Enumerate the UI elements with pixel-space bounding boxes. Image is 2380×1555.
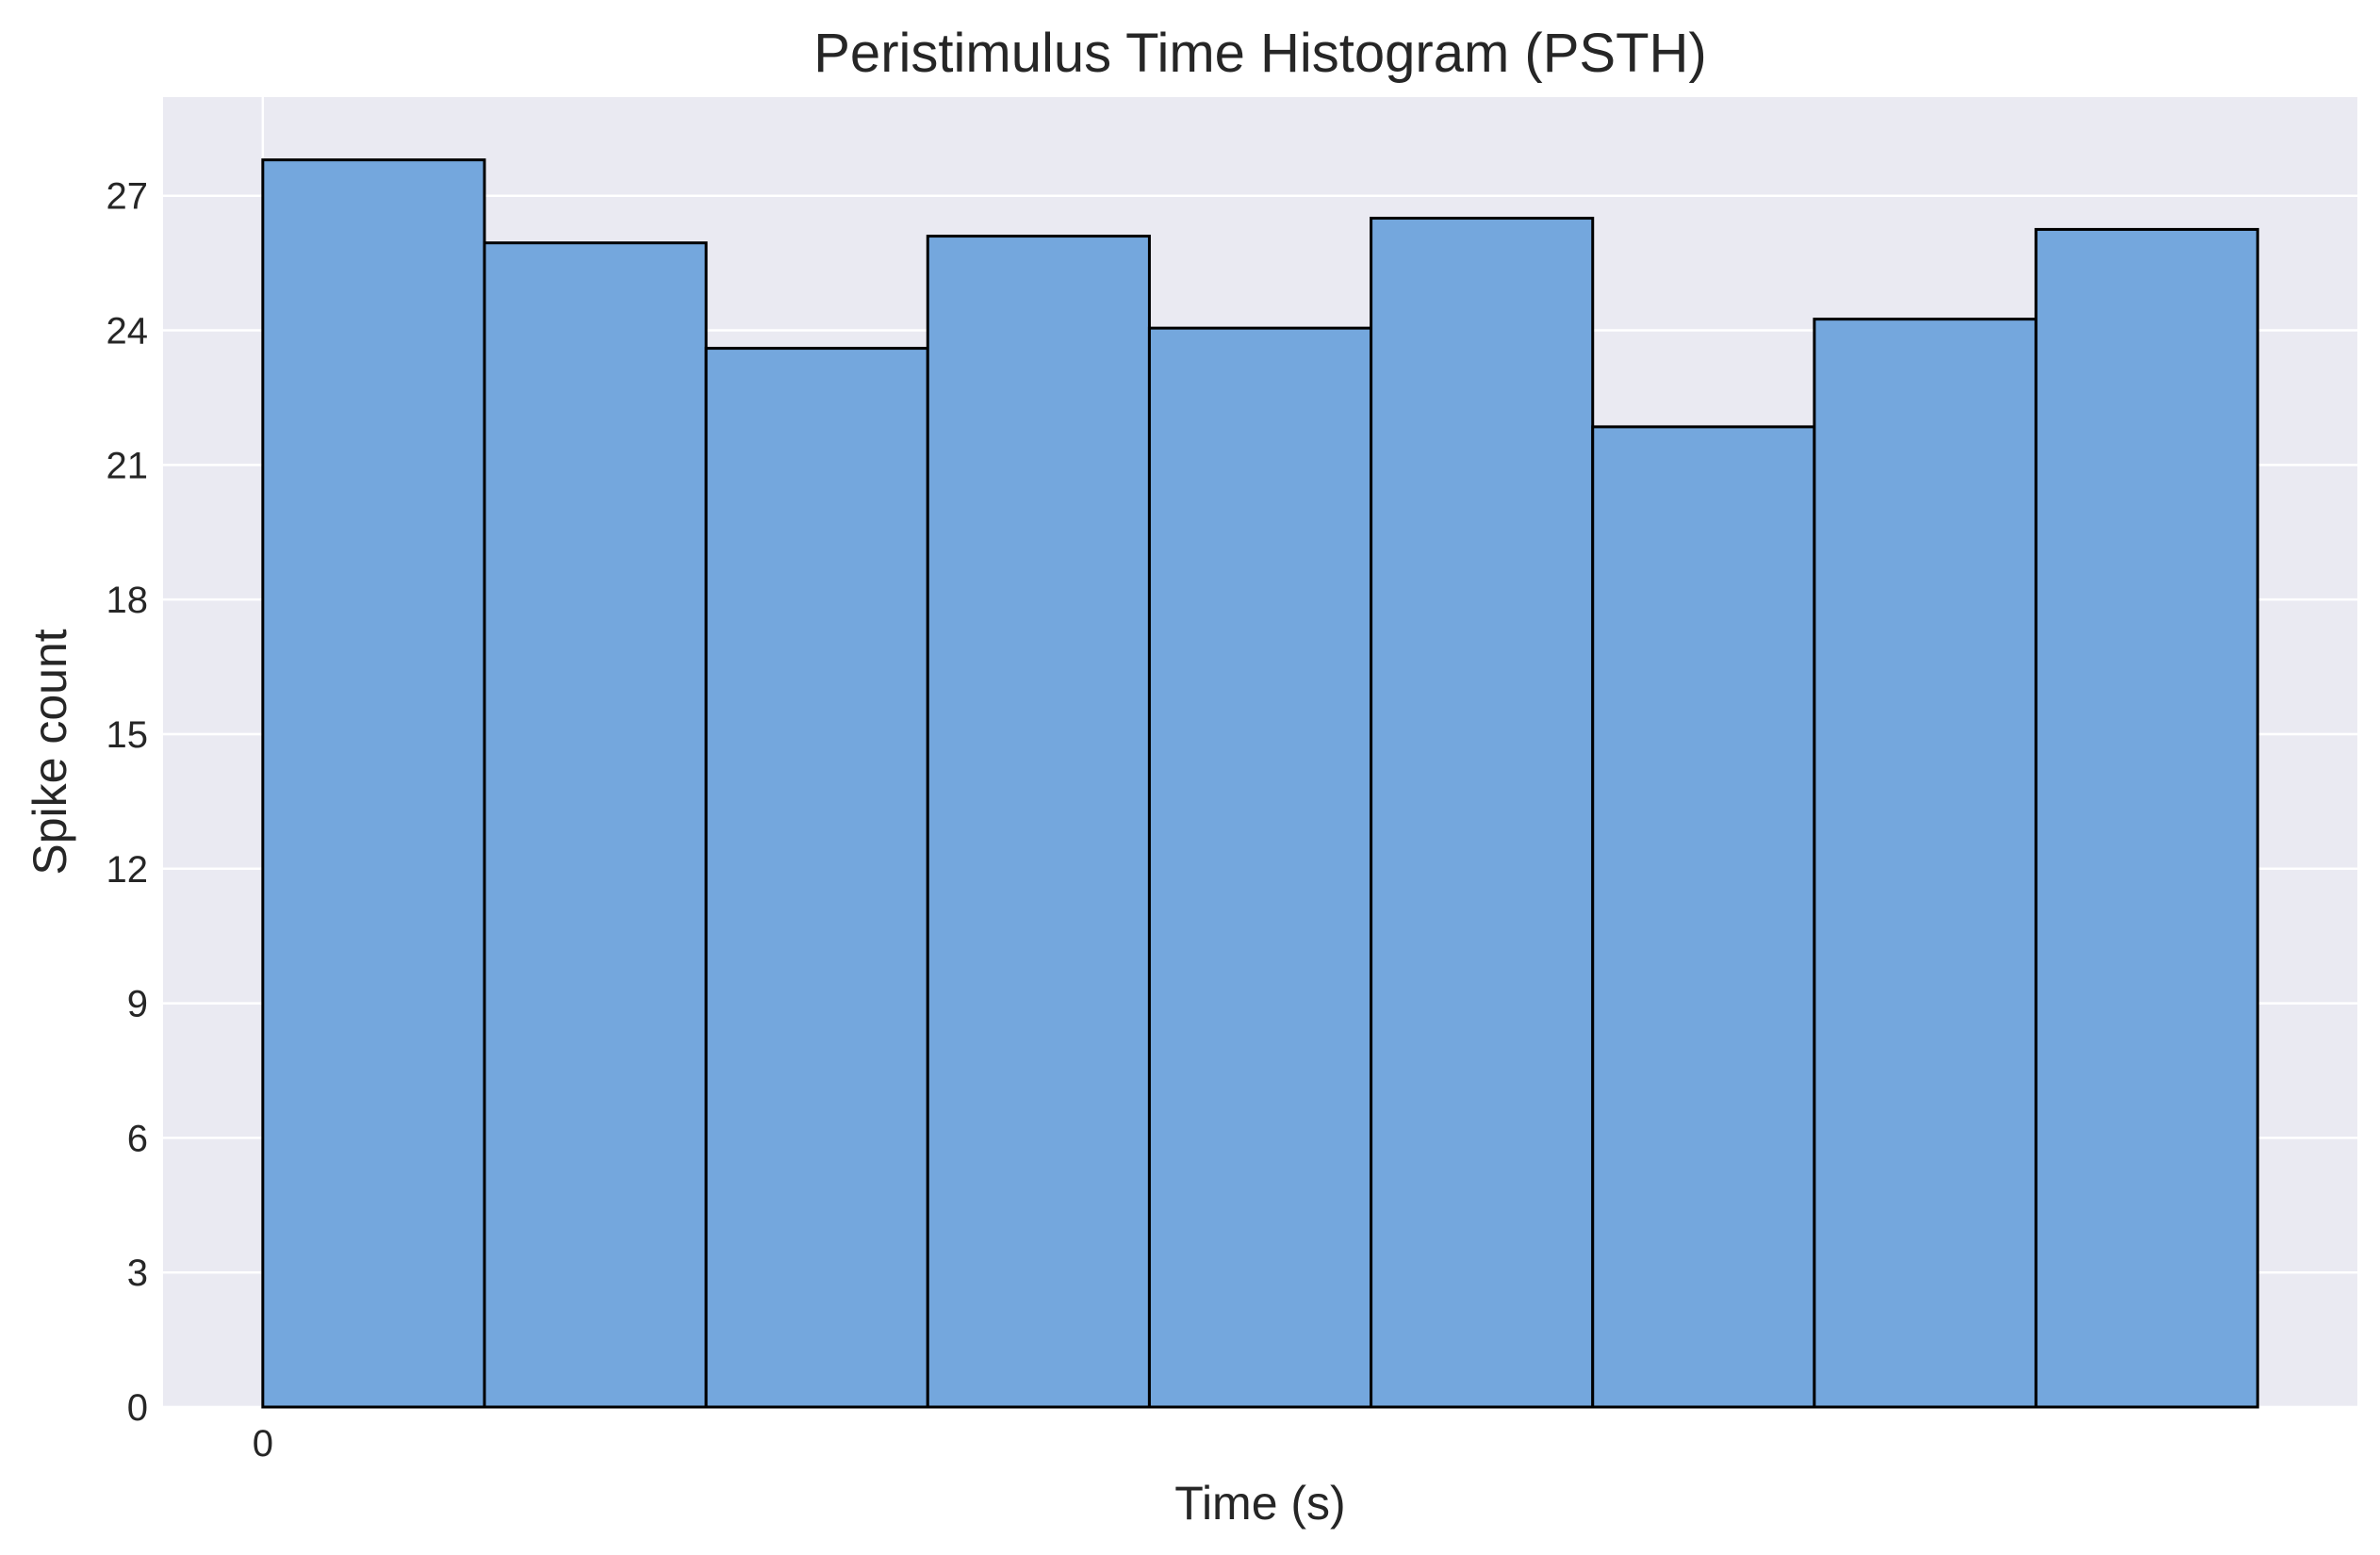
histogram-bar-2 [483, 241, 708, 1409]
histogram-bars [261, 158, 2259, 1409]
y-tick-label: 0 [127, 1387, 148, 1429]
chart-title: Peristimulus Time Histogram (PSTH) [813, 23, 1706, 84]
y-tick-label: 6 [127, 1118, 148, 1159]
x-axis-ticks: 0 [253, 1423, 273, 1465]
y-tick-label: 24 [107, 311, 149, 352]
x-tick-label: 0 [253, 1423, 273, 1465]
histogram-bar-6 [1370, 217, 1595, 1409]
y-axis-ticks: 0 3 6 9 12 15 18 21 24 27 [107, 176, 149, 1429]
histogram-bar-3 [704, 347, 929, 1409]
y-tick-label: 21 [107, 445, 149, 486]
histogram-bar-7 [1591, 425, 1816, 1409]
y-tick-label: 9 [127, 984, 148, 1025]
y-tick-label: 3 [127, 1252, 148, 1294]
y-tick-label: 18 [107, 580, 149, 621]
histogram-bar-9 [2034, 227, 2259, 1409]
histogram-bar-5 [1147, 326, 1373, 1409]
histogram-bar-8 [1813, 318, 2038, 1409]
y-tick-label: 15 [107, 714, 149, 756]
x-axis-label: Time (s) [1174, 1477, 1345, 1530]
y-axis-label: Spike count [24, 629, 76, 875]
y-tick-label: 27 [107, 176, 149, 218]
histogram-bar-4 [926, 235, 1151, 1409]
histogram-bar-1 [261, 158, 486, 1409]
y-tick-label: 12 [107, 849, 149, 891]
